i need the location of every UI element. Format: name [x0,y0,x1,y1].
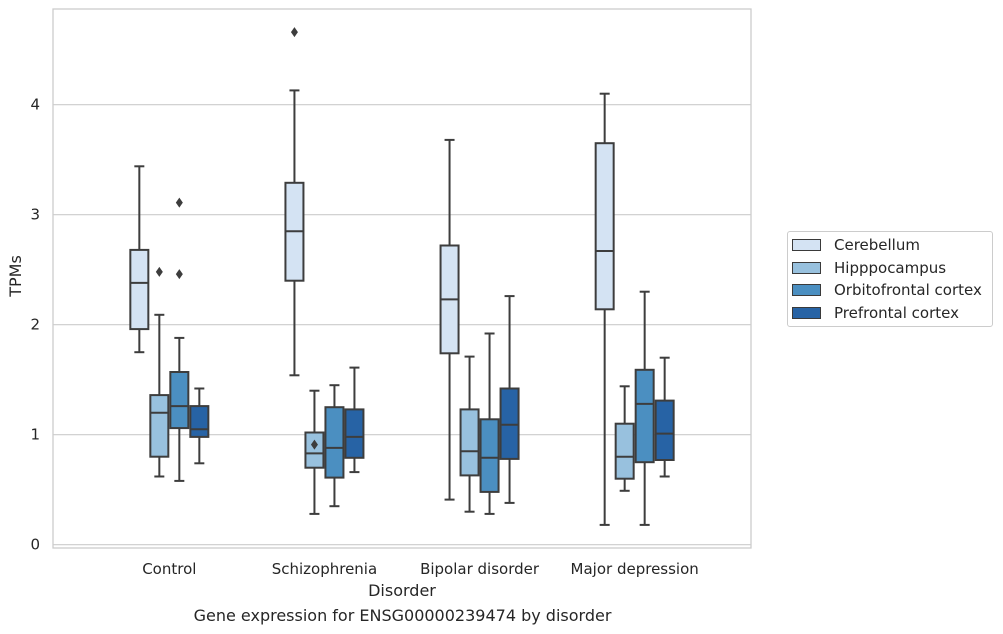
legend-swatch [792,306,821,319]
x-axis-title: Disorder [368,581,436,600]
legend-item: Orbitofrontal cortex [792,280,982,300]
box-iqr [654,399,675,462]
box-orbitofrontal-cortex [324,384,345,508]
legend: Cerebellum Hipppocampus Orbitofrontal cort… [787,231,993,327]
box-iqr [304,431,325,469]
box-orbitofrontal-cortex [479,332,500,515]
legend-label: Cerebellum [834,236,920,254]
legend-label: Prefrontal cortex [834,303,959,322]
outlier-point [310,439,318,450]
box-prefrontal-cortex [654,356,675,478]
y-axis-title: TPMs [6,255,25,298]
legend-swatch [792,239,821,251]
box-orbitofrontal-cortex [634,290,655,526]
box-prefrontal-cortex [189,387,210,465]
plot-frame [52,8,752,549]
x-tick-label: Control [142,560,196,578]
box-prefrontal-cortex [344,366,365,474]
box-hipppocampus [614,385,635,492]
y-tick-label: 0 [30,536,40,554]
box-hipppocampus [149,266,170,478]
box-iqr [614,422,635,480]
x-tick-label: Bipolar disorder [420,560,540,578]
box-iqr [634,368,655,464]
legend-item: Cerebellum [792,235,920,255]
legend-item: Hipppocampus [792,258,946,278]
box-cerebellum [129,165,150,354]
box-cerebellum [284,27,305,377]
outlier-point [155,266,163,277]
box-iqr [189,405,210,438]
x-tick-label: Major depression [571,560,699,578]
box-iqr [459,408,480,477]
box-orbitofrontal-cortex [169,197,190,482]
box-iqr [499,387,520,460]
x-tick-label: Schizophrenia [272,560,377,578]
box-iqr [479,418,500,493]
legend-label: Hipppocampus [834,258,947,277]
legend-label: Orbitofrontal cortex [834,281,982,299]
box-iqr [129,248,150,331]
box-hipppocampus [304,389,325,515]
gridlines [53,104,751,546]
x-tick-labels: Control Schizophrenia Bipolar disorder Majo… [142,560,699,578]
y-tick-label: 1 [30,426,40,444]
legend-swatch [792,261,821,274]
box-iqr [169,371,190,430]
box-iqr [149,394,170,458]
outlier-point [290,27,298,38]
box-iqr [594,142,615,311]
box-prefrontal-cortex [499,295,520,504]
legend-item: Prefrontal cortex [792,303,959,323]
box-cerebellum [594,92,615,526]
y-tick-label: 4 [30,96,40,114]
outlier-point [175,269,183,280]
box-iqr [344,408,365,459]
y-tick-label: 2 [30,316,40,334]
y-tick-label: 3 [30,206,40,224]
box-iqr [324,406,345,479]
box-hipppocampus [459,355,480,513]
figure-caption: Gene expression for ENSG00000239474 by d… [193,606,612,625]
box-groups [129,27,675,526]
legend-swatch [792,284,821,296]
y-tick-labels: 0 1 2 3 4 [30,96,40,554]
outlier-point [175,197,183,208]
box-cerebellum [439,138,460,501]
